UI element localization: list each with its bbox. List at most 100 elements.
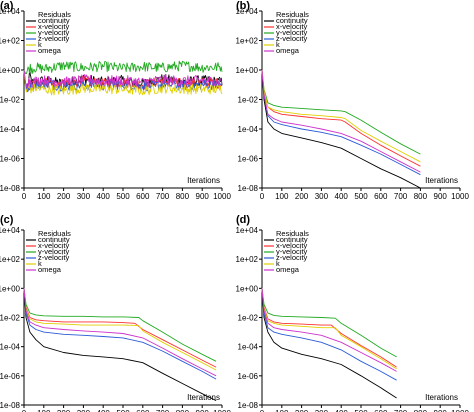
series-line-continuity: [23, 288, 217, 402]
x-tick-label: 900: [196, 409, 210, 412]
chart-panel-1: (a) 1e-08 1e-06 1e-04 1e-02 1e+00 1e+02 1e+04 0 1…: [0, 0, 231, 201]
legend-entry: y-velocity: [276, 247, 308, 256]
legend-entry: k: [276, 259, 280, 268]
legend-entry: z-velocity: [38, 34, 70, 43]
x-tick-label: 1000: [451, 409, 469, 412]
x-tick-label: 600: [136, 192, 150, 201]
series-line-k: [261, 69, 421, 163]
x-tick-label: 0: [22, 409, 27, 412]
y-tick-label: 1e-02: [0, 314, 21, 323]
x-tick-label: 500: [354, 409, 368, 412]
x-tick-label: 100: [275, 192, 289, 201]
y-tick-label: 1e+00: [236, 284, 259, 293]
x-tick-label: 300: [77, 192, 91, 201]
x-tick-label: 300: [77, 409, 91, 412]
x-tick-label: 200: [295, 409, 309, 412]
legend-entry: z-velocity: [276, 253, 308, 262]
x-tick-label: 400: [97, 192, 111, 201]
legend-entry: x-velocity: [38, 241, 70, 250]
legend-entry: continuity: [38, 235, 70, 244]
y-tick-label: 1e+04: [0, 7, 21, 16]
y-tick-label: 1e+00: [0, 284, 21, 293]
x-tick-label: 500: [354, 192, 368, 201]
x-tick-label: 700: [156, 409, 170, 412]
series-line-k: [261, 288, 397, 370]
x-tick-label: 800: [414, 409, 428, 412]
x-tick-label: 1000: [451, 192, 469, 201]
series-line-z-velocity: [23, 288, 217, 380]
legend-entry: k: [38, 259, 42, 268]
x-tick-label: 600: [374, 409, 388, 412]
series-line-continuity: [261, 69, 421, 189]
legend-entry: omega: [38, 46, 62, 55]
series-line-omega: [23, 69, 223, 89]
x-tick-label: 1000: [213, 192, 231, 201]
y-tick-label: 1e-06: [0, 372, 21, 381]
panel-label: (b): [236, 0, 250, 12]
x-tick-label: 600: [136, 409, 150, 412]
x-tick-label: 600: [374, 192, 388, 201]
y-tick-label: 1e+04: [236, 7, 259, 16]
x-tick-label: 500: [116, 409, 130, 412]
legend-entry: y-velocity: [38, 247, 70, 256]
x-tick-label: 1000: [213, 409, 231, 412]
legend-entry: continuity: [276, 235, 308, 244]
y-tick-label: 1e-02: [238, 96, 259, 105]
x-tick-label: 500: [116, 192, 130, 201]
y-tick-label: 1e-08: [238, 401, 259, 410]
legend-entry: y-velocity: [38, 28, 70, 37]
series-line-y-velocity: [261, 288, 397, 358]
legend-entry: omega: [276, 46, 300, 55]
x-tick-label: 0: [22, 192, 27, 201]
x-tick-label: 900: [434, 409, 448, 412]
y-tick-label: 1e-04: [0, 343, 21, 352]
y-tick-label: 1e-04: [238, 343, 259, 352]
x-tick-label: 200: [57, 192, 71, 201]
x-axis-label: Iterations: [187, 393, 220, 402]
x-tick-label: 900: [434, 192, 448, 201]
legend-entry: k: [38, 40, 42, 49]
x-tick-label: 700: [394, 192, 408, 201]
x-tick-label: 800: [176, 409, 190, 412]
panel-label: (d): [236, 214, 250, 226]
x-tick-label: 300: [315, 192, 329, 201]
y-tick-label: 1e-08: [238, 184, 259, 193]
x-tick-label: 700: [394, 409, 408, 412]
x-tick-label: 100: [37, 409, 51, 412]
legend-entry: x-velocity: [276, 241, 308, 250]
y-tick-label: 1e-06: [0, 155, 21, 164]
series-line-x-velocity: [23, 288, 217, 368]
x-tick-label: 100: [37, 192, 51, 201]
y-tick-label: 1e-06: [238, 372, 259, 381]
panel-label: (a): [0, 0, 14, 12]
chart-panel-3: (c) 1e-08 1e-06 1e-04 1e-02 1e+00 1e+02 1e+04 0 1…: [0, 214, 231, 412]
y-tick-label: 1e-02: [0, 96, 21, 105]
y-tick-label: 1e+00: [0, 66, 21, 75]
legend-entry: continuity: [276, 16, 308, 25]
y-tick-label: 1e+04: [0, 226, 21, 235]
legend-entry: omega: [38, 265, 62, 274]
series-line-k: [23, 288, 217, 371]
x-tick-label: 200: [295, 192, 309, 201]
x-tick-label: 700: [156, 192, 170, 201]
legend-entry: x-velocity: [38, 22, 70, 31]
y-tick-label: 1e-08: [0, 401, 21, 410]
y-tick-label: 1e-06: [238, 155, 259, 164]
series-line-k: [23, 69, 223, 96]
y-tick-label: 1e+02: [236, 255, 259, 264]
series-line-y-velocity: [261, 69, 421, 155]
y-tick-label: 1e+02: [0, 37, 21, 46]
y-tick-label: 1e+02: [236, 37, 259, 46]
panel-label: (c): [0, 214, 14, 226]
x-tick-label: 900: [196, 192, 210, 201]
legend-title: Residuals: [276, 10, 309, 19]
legend-entry: continuity: [38, 16, 70, 25]
x-tick-label: 0: [260, 192, 265, 201]
y-tick-label: 1e-04: [238, 125, 259, 134]
series-line-omega: [23, 288, 217, 377]
series-line-omega: [261, 288, 397, 372]
series-line-y-velocity: [23, 288, 217, 362]
series-line-continuity: [261, 288, 397, 399]
series-line-z-velocity: [261, 288, 397, 381]
x-tick-label: 200: [57, 409, 71, 412]
